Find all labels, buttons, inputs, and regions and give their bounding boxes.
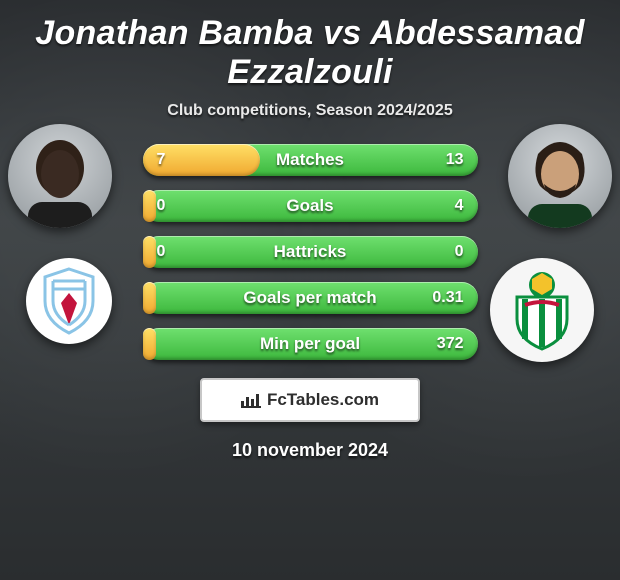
stat-bar-list: 7Matches130Goals40Hattricks0Goals per ma… xyxy=(0,144,620,360)
stat-row: 0Hattricks0 xyxy=(0,236,620,268)
stat-label: Matches xyxy=(143,144,478,176)
stat-right-value: 0.31 xyxy=(432,282,463,314)
stat-bar: 7Matches13 xyxy=(143,144,478,176)
bar-chart-icon xyxy=(241,392,261,408)
stat-bar: Min per goal372 xyxy=(143,328,478,360)
comparison-subtitle: Club competitions, Season 2024/2025 xyxy=(0,102,620,120)
stat-right-value: 4 xyxy=(455,190,464,222)
stat-bar: Goals per match0.31 xyxy=(143,282,478,314)
snapshot-date: 10 november 2024 xyxy=(0,440,620,461)
stat-right-value: 0 xyxy=(455,236,464,268)
stat-right-value: 372 xyxy=(437,328,464,360)
stat-label: Goals xyxy=(143,190,478,222)
stat-label: Min per goal xyxy=(143,328,478,360)
stat-row: 0Goals4 xyxy=(0,190,620,222)
brand-label: FcTables.com xyxy=(267,390,379,410)
stat-label: Goals per match xyxy=(143,282,478,314)
stat-label: Hattricks xyxy=(143,236,478,268)
brand-badge[interactable]: FcTables.com xyxy=(200,378,420,422)
stat-bar: 0Goals4 xyxy=(143,190,478,222)
stat-bar: 0Hattricks0 xyxy=(143,236,478,268)
stat-row: Min per goal372 xyxy=(0,328,620,360)
stat-row: Goals per match0.31 xyxy=(0,282,620,314)
stat-right-value: 13 xyxy=(446,144,464,176)
stat-row: 7Matches13 xyxy=(0,144,620,176)
comparison-title: Jonathan Bamba vs Abdessamad Ezzalzouli xyxy=(0,14,620,92)
